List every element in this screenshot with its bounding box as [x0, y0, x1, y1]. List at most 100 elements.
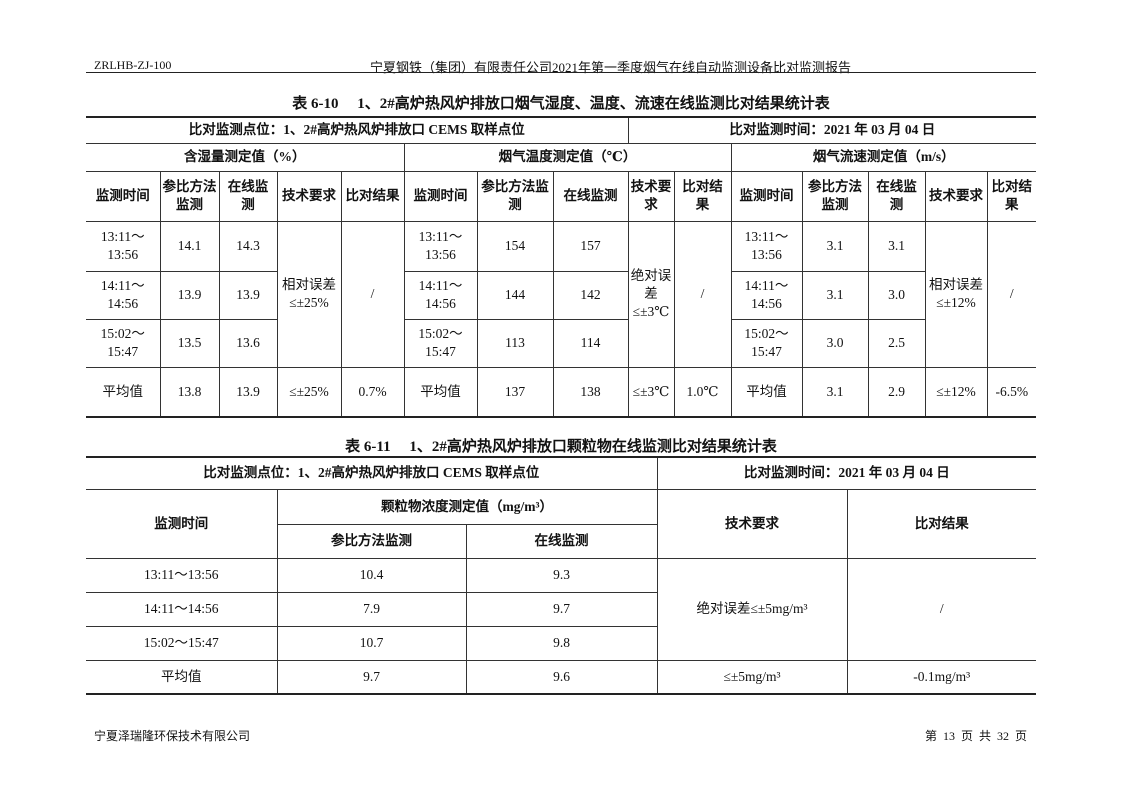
col-header: 参比方法监测	[801, 170, 869, 222]
col-group-header: 颗粒物浓度测定值（mg/m³）	[276, 488, 658, 525]
cell-time: 13:11～13:56	[403, 220, 478, 272]
cell-requirement: 绝对误差≤±5mg/m³	[656, 557, 848, 661]
table2-date: 比对监测时间：2021 年 03 月 04 日	[656, 456, 1037, 490]
cell-result: /	[986, 220, 1037, 368]
table2: 比对监测点位：1、2#高炉热风炉排放口 CEMS 取样点位 比对监测时间：202…	[86, 456, 1037, 695]
cell-time: 13:11～13:56	[86, 220, 161, 272]
col-header: 比对结果	[986, 170, 1037, 222]
cell-time: 15:02～15:47	[86, 318, 161, 368]
cell-label: 平均值	[86, 659, 278, 695]
col-header: 技术要求	[656, 488, 848, 559]
col-header: 参比方法监测	[476, 170, 554, 222]
col-header: 监测时间	[86, 488, 278, 559]
cell-result: -0.1mg/m³	[846, 659, 1037, 695]
col-header: 参比方法监测	[277, 523, 467, 559]
cell-time: 14:11～14:56	[730, 270, 803, 320]
cell-requirement: 相对误差≤±12%	[924, 220, 988, 368]
cell-value: 9.7	[276, 659, 467, 695]
cell-result: 0.7%	[340, 366, 405, 418]
cell-value: 9.8	[465, 625, 658, 661]
cell-result: /	[340, 220, 405, 368]
cell-value: 9.7	[465, 591, 658, 627]
table-row: 14:11～14:56 13.9 13.9 14:11～14:56 144 14…	[86, 270, 1036, 320]
cell-value: 13.9	[218, 366, 278, 418]
table-row: 15:02～15:47 10.7 9.8	[86, 625, 1036, 661]
cell-time: 15:02～15:47	[730, 318, 803, 368]
cell-result: /	[673, 220, 732, 368]
cell-value: 114	[552, 318, 629, 368]
cell-requirement: ≤±12%	[924, 366, 988, 418]
col-header: 在线监测	[465, 523, 658, 559]
cell-time: 13:11～13:56	[86, 557, 278, 593]
cell-value: 3.1	[801, 270, 869, 320]
cell-value: 9.6	[465, 659, 658, 695]
cell-requirement: ≤±25%	[276, 366, 342, 418]
col-header: 技术要求	[627, 170, 675, 222]
col-header: 比对结果	[673, 170, 732, 222]
cell-value: 10.4	[276, 557, 467, 593]
cell-time: 15:02～15:47	[86, 625, 278, 661]
table-row: 13:11～13:56 10.4 9.3 绝对误差≤±5mg/m³ /	[86, 557, 1037, 661]
cell-value: 3.1	[867, 220, 926, 272]
col-header: 在线监测	[867, 170, 926, 222]
cell-requirement: ≤±5mg/m³	[656, 659, 848, 695]
cell-value: 3.0	[867, 270, 926, 320]
cell-value: 113	[476, 318, 554, 368]
cell-label: 平均值	[86, 366, 161, 418]
cell-value: 14.3	[218, 220, 278, 272]
header-divider	[86, 72, 1036, 73]
cell-value: 13.5	[159, 318, 220, 368]
col-header: 在线监测	[552, 170, 629, 222]
cell-value: 142	[552, 270, 629, 320]
cell-label: 平均值	[403, 366, 478, 418]
table1-caption: 表 6-10 1、2#高炉热风炉排放口烟气湿度、温度、流速在线监测比对结果统计表	[292, 96, 830, 112]
average-row: 平均值 9.7 9.6 ≤±5mg/m³ -0.1mg/m³	[86, 659, 1037, 695]
col-header: 监测时间	[730, 170, 803, 222]
table2-caption: 表 6-11 1、2#高炉热风炉排放口颗粒物在线监测比对结果统计表	[345, 439, 777, 455]
group-flow: 烟气流速测定值（m/s）	[730, 142, 1037, 172]
cell-value: 3.1	[801, 220, 869, 272]
col-header: 参比方法监测	[159, 170, 220, 222]
cell-value: 10.7	[276, 625, 467, 661]
page-number: 第 13 页 共 32 页	[924, 729, 1027, 743]
cell-time: 13:11～13:56	[730, 220, 803, 272]
cell-result: /	[846, 557, 1037, 661]
cell-requirement: 绝对误差≤±3℃	[627, 220, 675, 368]
cell-label: 平均值	[730, 366, 803, 418]
cell-value: 13.8	[159, 366, 220, 418]
cell-value: 13.6	[218, 318, 278, 368]
cell-value: 7.9	[276, 591, 467, 627]
average-row: 平均值 13.8 13.9 ≤±25% 0.7% 平均值 137 138 ≤±3…	[86, 366, 1037, 418]
cell-value: 14.1	[159, 220, 220, 272]
cell-value: 157	[552, 220, 629, 272]
cell-result: 1.0℃	[673, 366, 732, 418]
col-header: 监测时间	[403, 170, 478, 222]
cell-value: 154	[476, 220, 554, 272]
cell-value: 144	[476, 270, 554, 320]
cell-value: 137	[476, 366, 554, 418]
footer-company: 宁夏泽瑞隆环保技术有限公司	[94, 729, 251, 743]
col-header: 在线监测	[218, 170, 278, 222]
table-row: 14:11～14:56 7.9 9.7	[86, 591, 1036, 627]
col-header: 技术要求	[276, 170, 342, 222]
col-header: 技术要求	[924, 170, 988, 222]
cell-value: 2.5	[867, 318, 926, 368]
table-row: 15:02～15:47 13.5 13.6 15:02～15:47 113 11…	[86, 318, 1036, 368]
cell-value: 138	[552, 366, 629, 418]
cell-time: 14:11～14:56	[86, 270, 161, 320]
table2-location: 比对监测点位：1、2#高炉热风炉排放口 CEMS 取样点位	[86, 456, 658, 490]
col-header: 比对结果	[340, 170, 405, 222]
cell-value: 9.3	[465, 557, 658, 593]
report-title: 宁夏钢铁（集团）有限责任公司2021年第一季度烟气在线自动监测设备比对监测报告	[370, 60, 852, 75]
col-header: 监测时间	[86, 170, 161, 222]
cell-value: 13.9	[159, 270, 220, 320]
cell-value: 3.1	[801, 366, 869, 418]
cell-time: 14:11～14:56	[403, 270, 478, 320]
cell-requirement: ≤±3℃	[627, 366, 675, 418]
cell-result: -6.5%	[986, 366, 1037, 418]
col-header: 比对结果	[846, 488, 1037, 559]
doc-code: ZRLHB-ZJ-100	[94, 58, 172, 72]
cell-value: 13.9	[218, 270, 278, 320]
cell-requirement: 相对误差≤±25%	[276, 220, 342, 368]
group-temperature: 烟气温度测定值（℃）	[403, 142, 732, 172]
